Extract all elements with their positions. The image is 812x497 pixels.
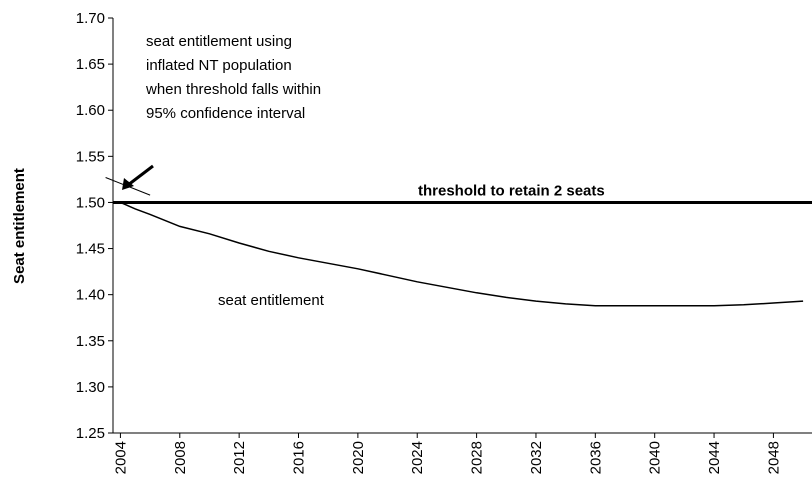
x-tick-label: 2028 bbox=[469, 441, 486, 474]
x-tick-label: 2036 bbox=[587, 441, 604, 474]
x-tick-label: 2048 bbox=[765, 441, 782, 474]
x-tick-label: 2012 bbox=[231, 441, 248, 474]
annotation: 95% confidence interval bbox=[146, 105, 305, 122]
x-tick-label: 2032 bbox=[528, 441, 545, 474]
arrow-head bbox=[122, 178, 134, 190]
y-tick-label: 1.30 bbox=[76, 379, 105, 396]
y-tick-label: 1.50 bbox=[76, 194, 105, 211]
x-tick-label: 2016 bbox=[291, 441, 308, 474]
x-tick-label: 2040 bbox=[647, 441, 664, 474]
y-tick-label: 1.70 bbox=[76, 10, 105, 27]
y-axis-label: Seat entitlement bbox=[11, 168, 28, 284]
annotation: seat entitlement using bbox=[146, 33, 292, 50]
series-line bbox=[105, 177, 151, 196]
threshold-label: threshold to retain 2 seats bbox=[418, 182, 605, 199]
series-label: seat entitlement bbox=[218, 292, 325, 309]
x-tick-label: 2024 bbox=[409, 441, 426, 474]
y-tick-label: 1.55 bbox=[76, 148, 105, 165]
annotation: when threshold falls within bbox=[145, 81, 321, 98]
series-line bbox=[120, 201, 804, 307]
y-tick-label: 1.65 bbox=[76, 56, 105, 73]
x-tick-label: 2044 bbox=[706, 441, 723, 474]
y-tick-label: 1.45 bbox=[76, 241, 105, 258]
arrow bbox=[127, 164, 154, 187]
y-tick-label: 1.35 bbox=[76, 333, 105, 350]
y-tick-label: 1.60 bbox=[76, 102, 105, 119]
x-tick-label: 2004 bbox=[112, 441, 129, 474]
x-tick-label: 2008 bbox=[172, 441, 189, 474]
y-tick-label: 1.40 bbox=[76, 287, 105, 304]
x-tick-label: 2020 bbox=[350, 441, 367, 474]
y-tick-label: 1.25 bbox=[76, 425, 105, 442]
annotation: inflated NT population bbox=[146, 57, 292, 74]
